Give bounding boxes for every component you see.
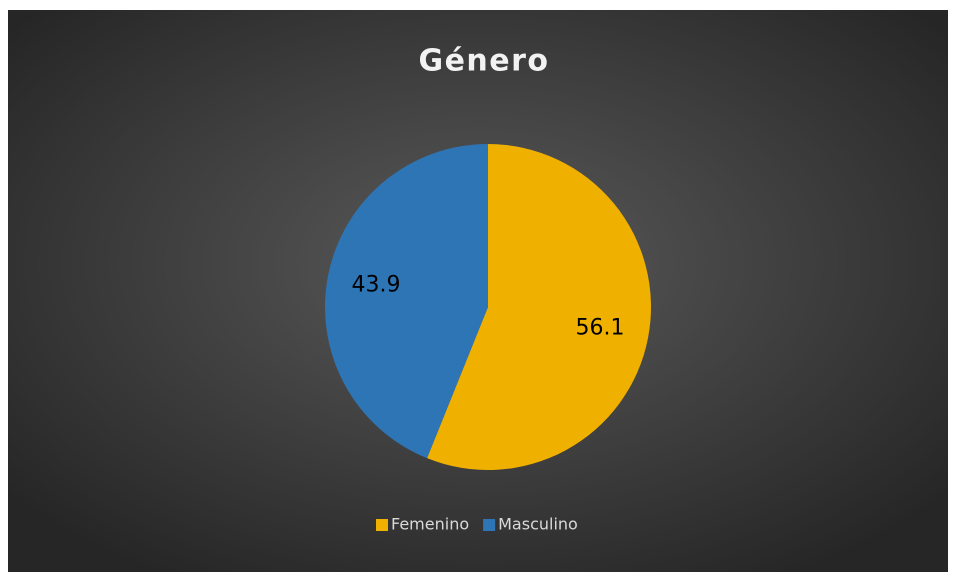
legend-swatch (376, 519, 388, 531)
chart-title: Género (418, 44, 549, 79)
legend-label: Masculino (498, 515, 578, 534)
pie-slice (427, 144, 651, 470)
legend-swatch (483, 519, 496, 531)
data-label: 43.9 (351, 272, 400, 297)
data-label: 56.1 (576, 316, 625, 341)
legend-label: Femenino (391, 515, 469, 534)
pie-slice (324, 144, 488, 459)
